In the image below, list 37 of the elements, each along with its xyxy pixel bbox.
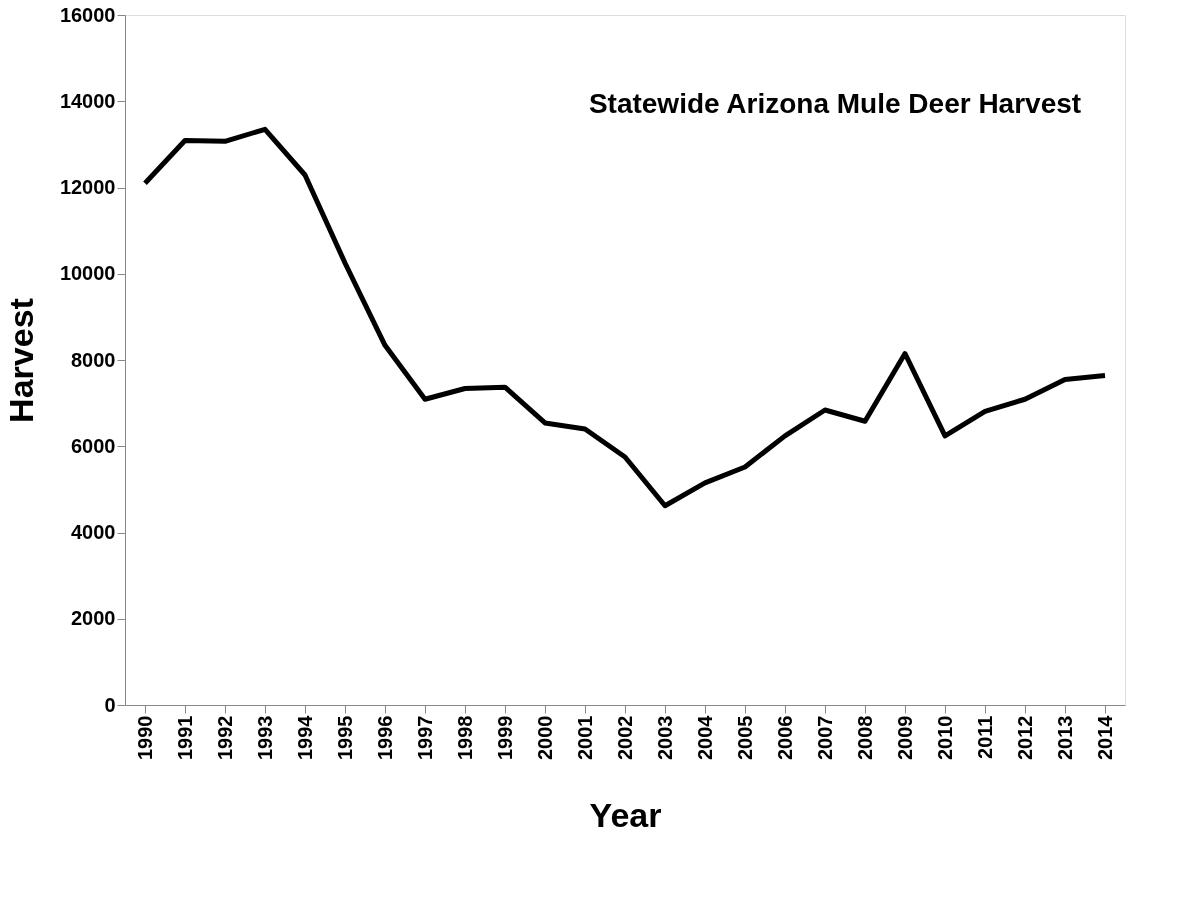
x-tick-label: 1997 xyxy=(413,715,436,760)
text: Statewide Arizona Mule Deer Harvest xyxy=(588,87,1082,119)
x-tick-label: 1999 xyxy=(493,715,516,760)
x-tick-label: 1995 xyxy=(333,715,356,760)
x-tick-label: 1998 xyxy=(453,715,476,760)
x-tick-label: 2011 xyxy=(973,715,996,759)
x-tick-label: 2001 xyxy=(573,715,596,760)
x-tick-label: 2003 xyxy=(653,715,676,760)
x-tick-label: 1991 xyxy=(173,715,196,760)
x-tick-label: 2005 xyxy=(733,715,756,760)
x-axis-title: Year xyxy=(589,795,662,834)
x-tick-label: 1990 xyxy=(133,715,156,760)
x-tick-label: 2013 xyxy=(1053,715,1076,760)
y-tick-label: 16000 xyxy=(59,3,116,26)
y-axis-title: Harvest xyxy=(1,298,40,423)
y-tick-label: 4000 xyxy=(71,521,116,543)
x-tick-label: 2007 xyxy=(813,715,836,760)
x-tick-label: 1993 xyxy=(253,715,276,760)
y-tick-label: 12000 xyxy=(59,176,116,198)
x-tick-label: 2009 xyxy=(893,715,916,760)
x-tick-label: 1992 xyxy=(213,715,236,760)
x-tick-label: 2006 xyxy=(773,715,796,760)
y-tick-label: 2000 xyxy=(71,607,116,630)
x-tick-label: 2004 xyxy=(693,714,716,760)
x-tick-label: 2012 xyxy=(1013,715,1036,760)
y-tick-label: 6000 xyxy=(71,434,116,457)
y-tick-label: 0 xyxy=(104,693,116,716)
x-tick-label: 2008 xyxy=(853,715,876,760)
x-tick-label: 2014 xyxy=(1093,714,1116,760)
x-tick-label: 2010 xyxy=(933,715,956,760)
x-tick-label: 1996 xyxy=(373,715,396,760)
x-tick-label: 1994 xyxy=(293,714,316,760)
y-tick-label: 14000 xyxy=(59,89,116,112)
y-tick-label: 10000 xyxy=(59,262,116,285)
x-tick-label: 2000 xyxy=(533,715,556,760)
y-tick-label: 8000 xyxy=(71,348,116,371)
x-tick-label: 2002 xyxy=(613,715,636,760)
